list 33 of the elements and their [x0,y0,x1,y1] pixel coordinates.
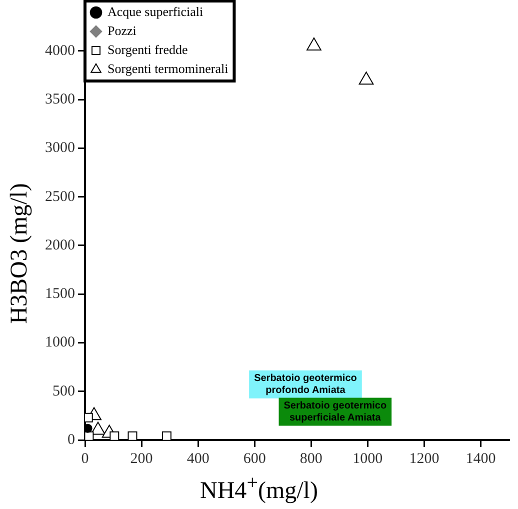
x-tick-label: 600 [243,450,266,467]
y-tick-label: 3500 [45,91,75,108]
y-tick-label: 0 [68,432,75,448]
y-tick-label: 2500 [45,188,75,205]
y-tick-label: 1500 [45,286,75,302]
legend-label: Sorgenti termominerali [108,60,229,76]
y-tick-label: 2000 [45,237,75,254]
point [306,38,322,51]
y-tick-label: 3000 [45,140,75,156]
point [162,431,172,440]
x-tick-label: 800 [300,450,322,467]
point [358,72,374,85]
x-tick-label: 1200 [409,450,440,467]
x-tick-label: 200 [130,450,153,467]
legend-label: Pozzi [108,22,137,38]
x-axis-title: NH4$^{+}$(mg/l) [199,472,319,505]
y-axis-title: H3BO3 (mg/l) [6,182,34,326]
x-tick-label: 1400 [466,450,496,467]
legend-label: Sorgenti fredde [108,42,188,57]
x-tick-label: 0 [81,450,89,467]
point [110,431,120,440]
point [85,431,94,440]
y-tick-label: 4000 [45,42,75,59]
x-tick-label: 1000 [352,450,383,467]
annotation: Serbatoio geotermico superficiale Amiata [284,400,387,424]
y-tick-label: 1000 [45,334,75,351]
point [128,431,138,440]
x-tick-label: 400 [186,450,210,467]
point [90,422,106,435]
point [85,424,92,433]
annotation: Serbatoio geotermico profondo Amiata [254,373,357,396]
y-tick-label: 500 [52,383,75,400]
legend-label: Acque superficiali [108,4,204,19]
